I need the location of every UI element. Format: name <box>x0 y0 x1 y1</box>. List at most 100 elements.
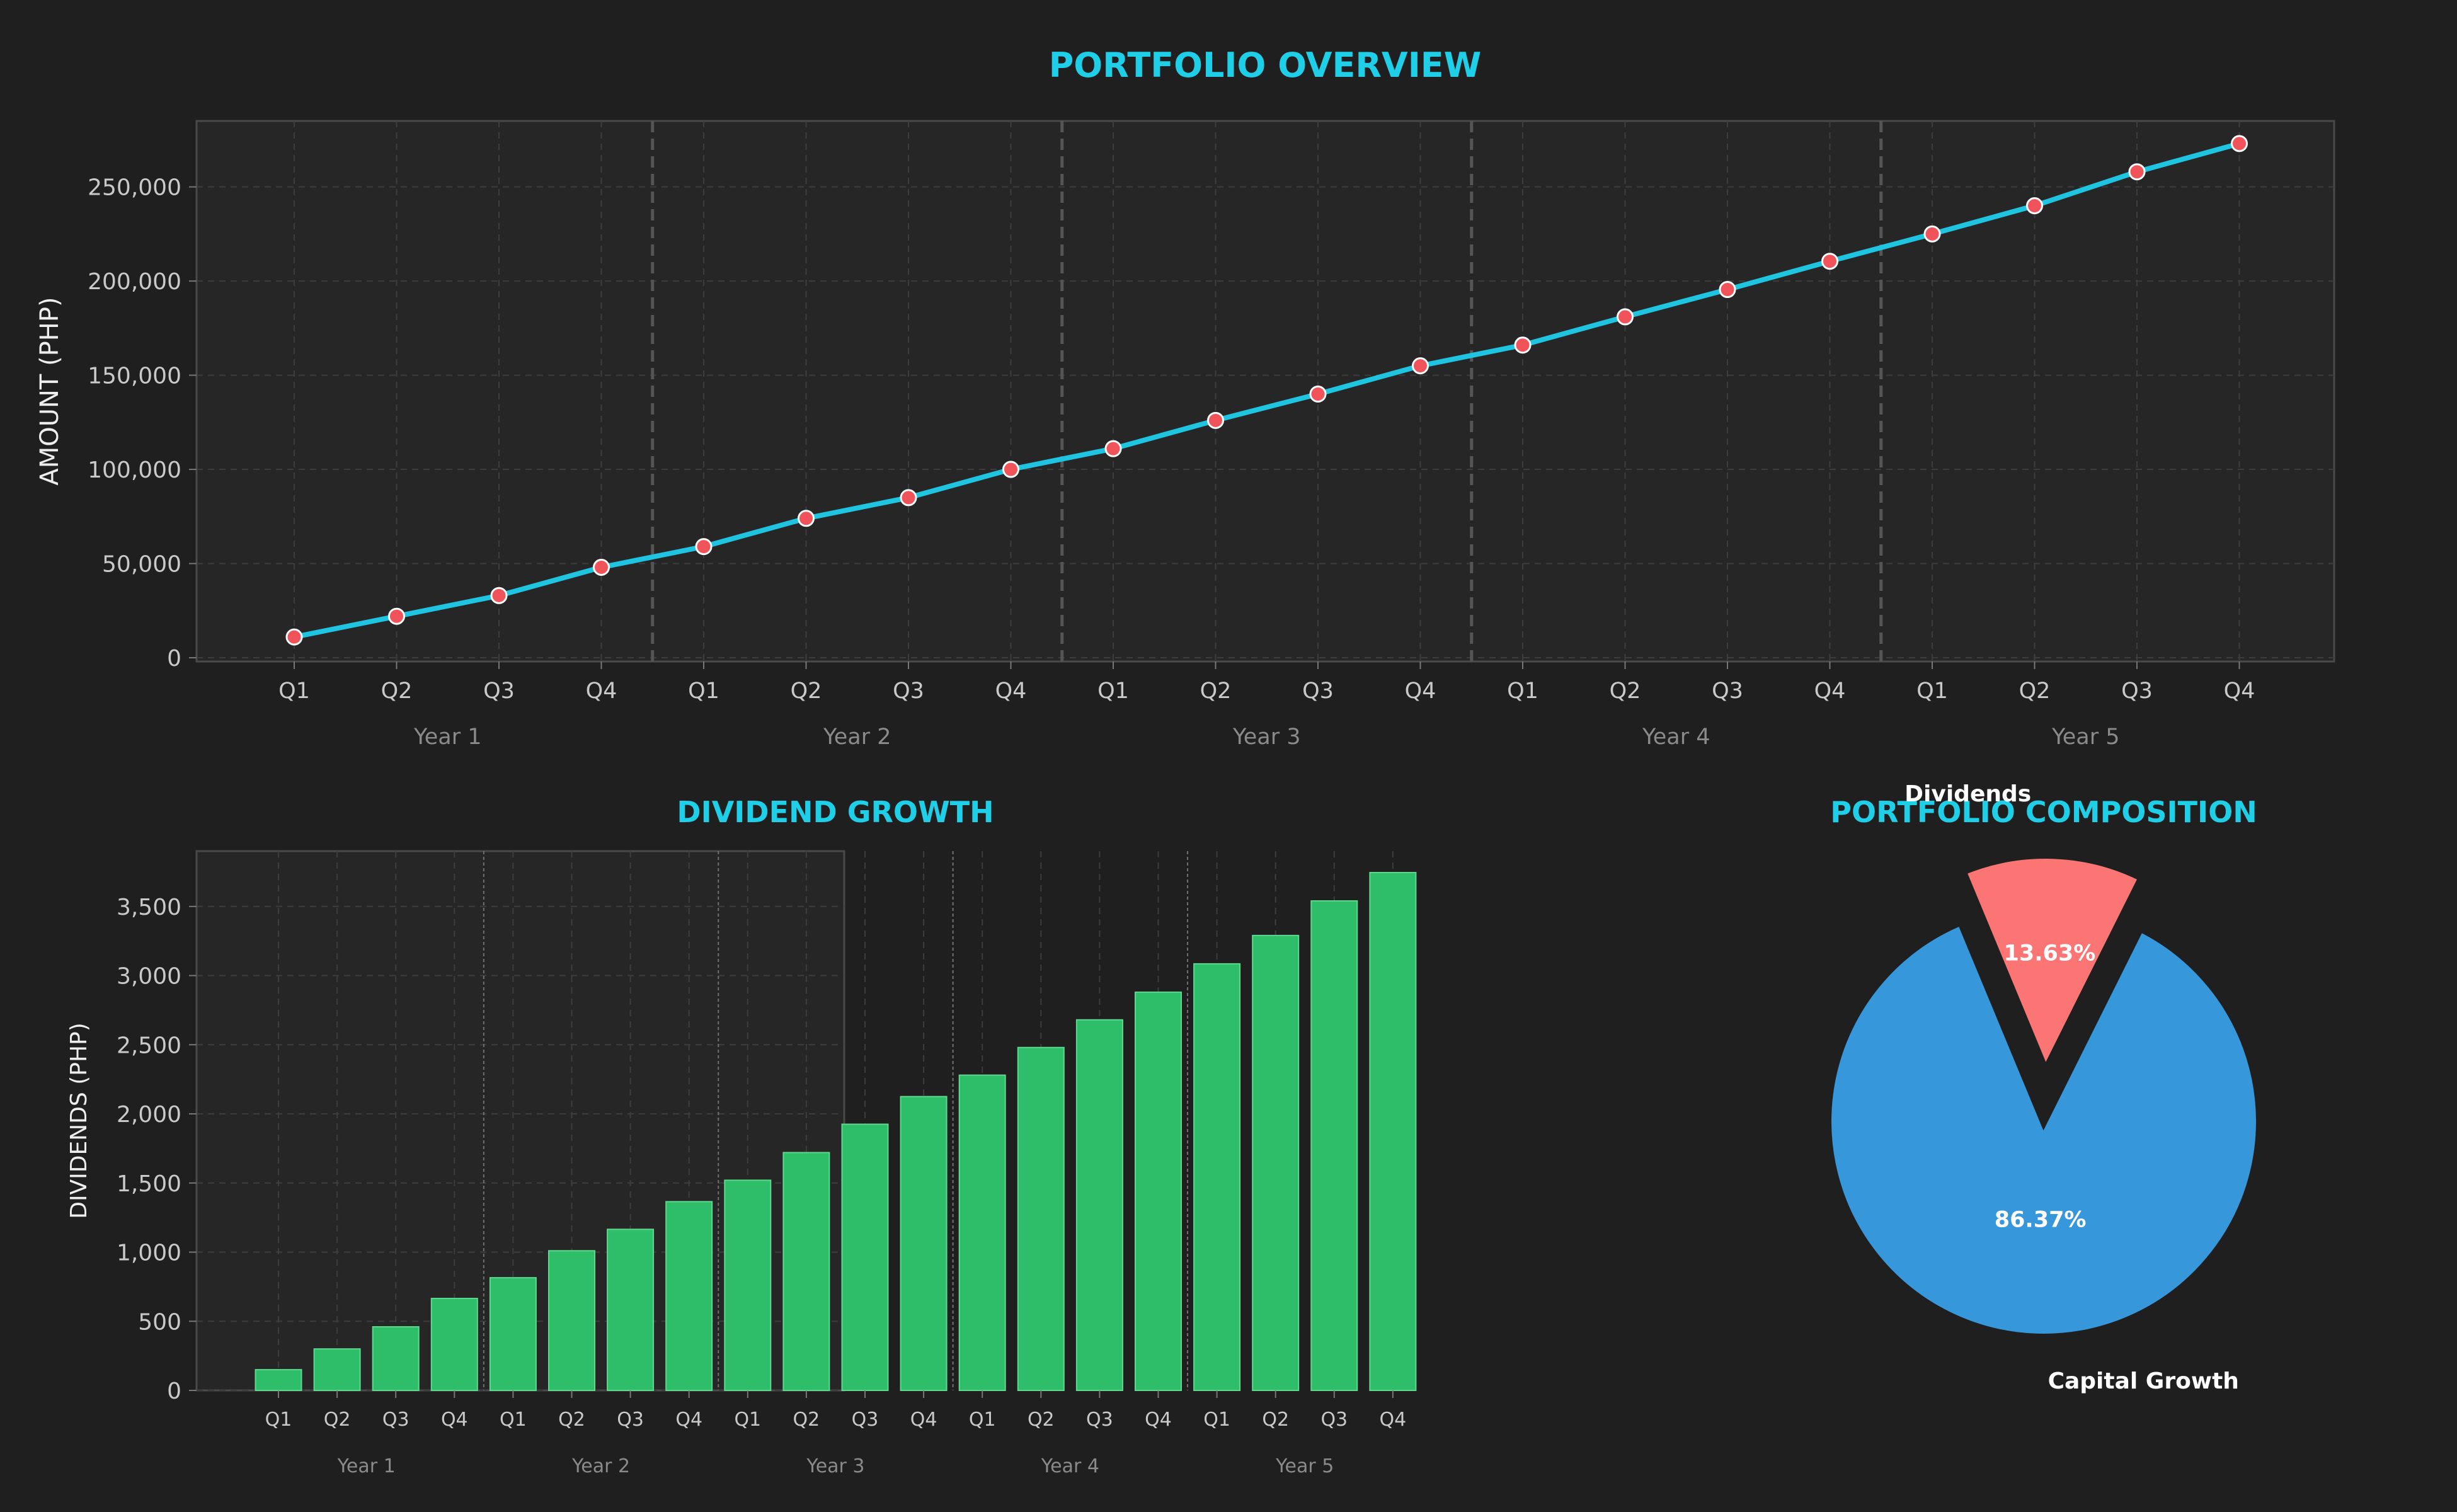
line-chart-x-ticks: Q1 Q2 Q3 Q4 Q1 Q2 Q3 Q4 Q1 Q2 Q3 Q4 Q1 Q2 Q3 Q4 Q1 Q2 Q3 Q4 <box>278 662 2255 704</box>
line-chart-point <box>490 587 508 604</box>
bar-chart-bar <box>313 1348 361 1391</box>
bar-chart-x-ticks: Q1 Q2 Q3 Q4 Q1 Q2 Q3 Q4 Q1 Q2 Q3 Q4 Q1 Q2 Q3 Q4 Q1 Q2 Q3 Q4 <box>265 1390 1407 1431</box>
bar-chart-bar <box>372 1326 420 1391</box>
bar-chart-year-label: Year 2 <box>571 1455 630 1477</box>
line-chart-point <box>1923 225 1941 243</box>
line-chart-x-tick-label: Q3 <box>1712 679 1743 704</box>
line-chart-year-label: Year 3 <box>1232 724 1301 750</box>
line-chart-year-label: Year 1 <box>413 724 482 750</box>
line-chart-point <box>900 489 917 507</box>
bar-chart-bar <box>958 1074 1006 1391</box>
line-chart-x-tick-label: Q2 <box>1610 679 1641 704</box>
bar-chart-bar <box>1017 1046 1065 1391</box>
bar-chart-bar <box>782 1152 830 1391</box>
line-chart-point <box>1719 281 1736 299</box>
bar-chart-y-tick-label: 1,500 <box>117 1171 181 1197</box>
bar-chart-bar <box>548 1250 595 1392</box>
line-chart-x-tick-label: Q4 <box>995 679 1027 704</box>
line-chart-x-tick-label: Q3 <box>1302 679 1334 704</box>
pie-category-label: Capital Growth <box>2048 1368 2239 1394</box>
line-chart-y-tick-label: 100,000 <box>88 457 181 483</box>
bar-chart-x-tick-label: Q3 <box>382 1409 410 1431</box>
line-chart: PORTFOLIO OVERVIEW 0 50,000 100,000 150,000… <box>35 45 2335 750</box>
bar-chart-x-tick-label: Q4 <box>1145 1409 1172 1431</box>
bar-chart-bar <box>841 1123 889 1391</box>
line-chart-x-tick-label: Q1 <box>1916 679 1948 704</box>
bar-chart-year-label: Year 3 <box>806 1455 864 1477</box>
line-chart-x-tick-label: Q4 <box>1405 679 1436 704</box>
line-chart-point <box>285 628 303 646</box>
bar-chart-year-labels: Year 1 Year 2 Year 3 Year 4 Year 5 <box>337 1455 1334 1477</box>
line-chart-y-tick-label: 0 <box>167 646 181 672</box>
line-chart-x-tick-label: Q3 <box>893 679 924 704</box>
line-chart-point <box>2128 163 2146 181</box>
bar-chart-bar <box>489 1277 537 1391</box>
line-chart-y-ticks: 0 50,000 100,000 150,000 200,000 250,000 <box>88 175 197 672</box>
line-chart-year-label: Year 4 <box>1642 724 1710 750</box>
bar-chart-bar <box>430 1298 478 1391</box>
line-chart-point <box>2026 197 2043 215</box>
line-chart-y-tick-label: 200,000 <box>88 269 181 295</box>
bar-chart-year-separators <box>483 851 1189 1390</box>
line-chart-point <box>1104 440 1122 457</box>
bar-chart-bars <box>255 872 1417 1392</box>
line-chart-x-tick-label: Q4 <box>1814 679 1846 704</box>
line-chart-plot-area <box>195 120 2335 663</box>
bar-chart-year-label: Year 4 <box>1041 1455 1099 1477</box>
bar-chart-x-tick-label: Q3 <box>852 1409 879 1431</box>
line-chart-point <box>1821 253 1838 270</box>
bar-chart-bar <box>1252 934 1300 1391</box>
bar-chart-x-tick-label: Q2 <box>1028 1409 1055 1431</box>
bar-chart-title: DIVIDEND GROWTH <box>677 795 994 829</box>
bar-chart-x-tick-label: Q4 <box>1380 1409 1407 1431</box>
bar-chart-x-tick-label: Q1 <box>265 1409 292 1431</box>
line-chart-year-label: Year 5 <box>2051 724 2120 750</box>
bar-chart-y-tick-label: 500 <box>138 1309 181 1335</box>
bar-chart-year-label: Year 1 <box>337 1455 396 1477</box>
pie-slice-dividends <box>1957 851 2148 1080</box>
line-chart-point <box>695 538 713 556</box>
bar-chart-x-tick-label: Q3 <box>1320 1409 1348 1431</box>
line-chart-y-tick-label: 250,000 <box>88 175 181 201</box>
bar-chart-x-tick-label: Q2 <box>324 1409 351 1431</box>
line-chart-x-tick-label: Q2 <box>2019 679 2051 704</box>
bar-chart-bar <box>665 1201 713 1392</box>
line-chart-x-tick-label: Q1 <box>1097 679 1129 704</box>
bar-chart-y-axis-label: DIVIDENDS (PHP) <box>66 1022 92 1219</box>
bar-chart-year-label: Year 5 <box>1275 1455 1334 1477</box>
line-chart-x-tick-label: Q1 <box>688 679 719 704</box>
line-chart-x-tick-label: Q3 <box>483 679 515 704</box>
line-chart-point <box>2231 135 2248 152</box>
bar-chart-bar <box>1193 963 1241 1391</box>
pie-slice-capital-growth <box>1824 917 2264 1341</box>
line-chart-series <box>285 135 2248 646</box>
bar-chart-x-tick-label: Q1 <box>500 1409 527 1431</box>
line-chart-y-axis-label: AMOUNT (PHP) <box>35 297 64 485</box>
line-chart-series-line <box>294 141 2240 640</box>
bar-chart-bar <box>607 1228 655 1392</box>
bar-chart-y-tick-label: 2,500 <box>117 1033 181 1058</box>
line-chart-point <box>593 559 610 576</box>
bar-chart-bar <box>1075 1019 1123 1392</box>
line-chart-y-tick-label: 50,000 <box>102 552 181 578</box>
line-chart-year-label: Year 2 <box>823 724 891 750</box>
line-chart-x-tick-label: Q2 <box>1200 679 1232 704</box>
line-chart-y-tick-label: 150,000 <box>88 364 181 389</box>
bar-chart-x-tick-label: Q2 <box>558 1409 585 1431</box>
pie-category-label: Dividends <box>1904 781 2031 807</box>
bar-chart-y-tick-label: 2,000 <box>117 1102 181 1128</box>
line-chart-point <box>1412 357 1429 375</box>
bar-chart-x-tick-label: Q1 <box>734 1409 761 1431</box>
bar-chart-x-tick-label: Q2 <box>793 1409 820 1431</box>
line-chart-point <box>388 607 405 625</box>
bar-chart-y-tick-label: 0 <box>167 1378 181 1404</box>
line-chart-x-tick-label: Q2 <box>791 679 822 704</box>
line-chart-point <box>798 510 815 527</box>
bar-chart-x-tick-label: Q4 <box>441 1409 468 1431</box>
line-chart-x-tick-label: Q1 <box>1507 679 1538 704</box>
bar-chart-x-tick-label: Q1 <box>1203 1409 1230 1431</box>
bar-chart-x-tick-label: Q2 <box>1262 1409 1289 1431</box>
pie-percent-label: 13.63% <box>2003 941 2095 966</box>
bar-chart-x-tick-label: Q1 <box>969 1409 996 1431</box>
